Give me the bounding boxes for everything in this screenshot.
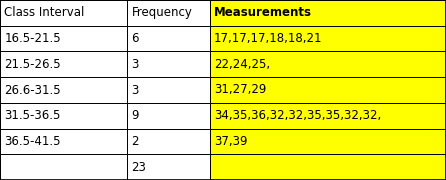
Bar [0, 51, 127, 77]
Bar [127, 129, 210, 154]
Bar [210, 77, 446, 103]
Bar [127, 154, 210, 180]
Text: Class Interval: Class Interval [4, 6, 85, 19]
Bar [210, 129, 446, 154]
Bar [127, 77, 210, 103]
Text: Measurements: Measurements [214, 6, 312, 19]
Text: 2: 2 [132, 135, 139, 148]
Text: 22,24,25,: 22,24,25, [214, 58, 270, 71]
Text: 21.5-26.5: 21.5-26.5 [4, 58, 61, 71]
Bar [210, 103, 446, 129]
Bar [210, 154, 446, 180]
Bar [0, 129, 127, 154]
Text: 37,39: 37,39 [214, 135, 248, 148]
Text: 31.5-36.5: 31.5-36.5 [4, 109, 61, 122]
Text: 34,35,36,32,32,35,35,32,32,: 34,35,36,32,32,35,35,32,32, [214, 109, 381, 122]
Text: 3: 3 [132, 84, 139, 96]
Text: 16.5-21.5: 16.5-21.5 [4, 32, 61, 45]
Bar [127, 26, 210, 51]
Text: 9: 9 [132, 109, 139, 122]
Text: 17,17,17,18,18,21: 17,17,17,18,18,21 [214, 32, 322, 45]
Bar [0, 26, 127, 51]
Text: 23: 23 [132, 161, 146, 174]
Text: 26.6-31.5: 26.6-31.5 [4, 84, 61, 96]
Text: 6: 6 [132, 32, 139, 45]
Bar [0, 77, 127, 103]
Bar [210, 51, 446, 77]
Bar [210, 26, 446, 51]
Text: 3: 3 [132, 58, 139, 71]
Text: 31,27,29: 31,27,29 [214, 84, 266, 96]
Text: Frequency: Frequency [132, 6, 192, 19]
Bar [127, 51, 210, 77]
Bar [0, 154, 127, 180]
Bar [127, 103, 210, 129]
Bar [0, 0, 127, 26]
Bar [210, 0, 446, 26]
Bar [0, 103, 127, 129]
Text: 36.5-41.5: 36.5-41.5 [4, 135, 61, 148]
Bar [127, 0, 210, 26]
